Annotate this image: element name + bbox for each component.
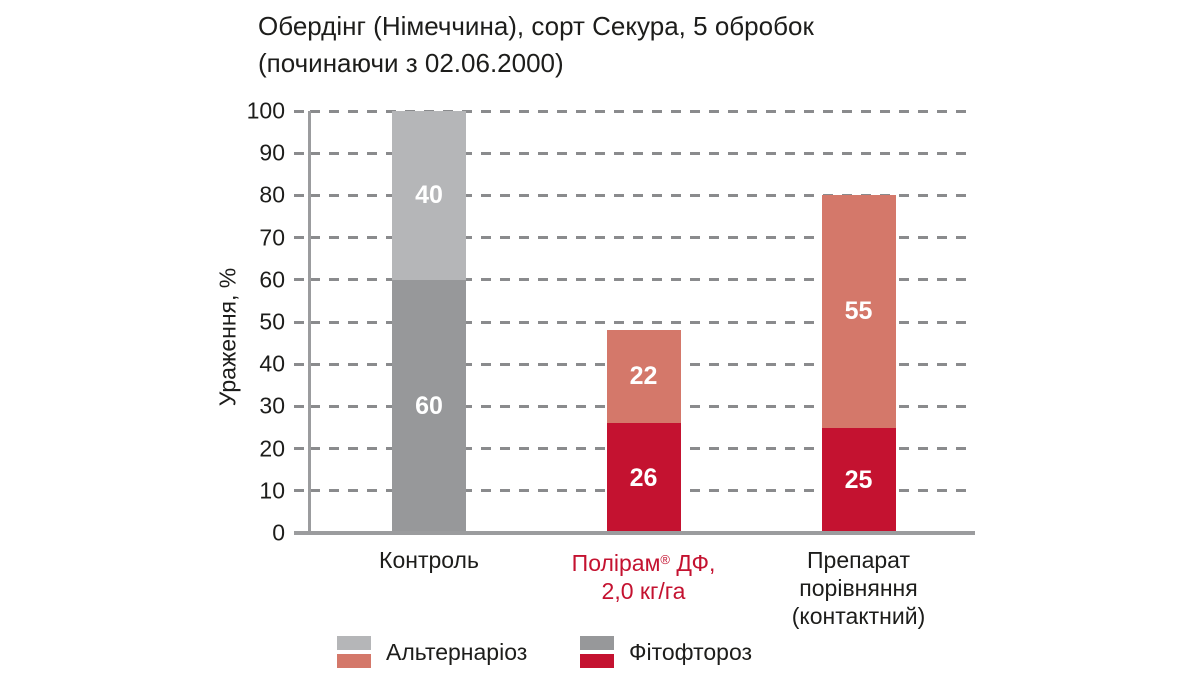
y-tick-label-20: 20: [259, 435, 285, 462]
legend-label: Фітофтороз: [629, 638, 753, 665]
y-tick-label-70: 70: [259, 224, 285, 251]
legend-item-альтернаріоз: Альтернаріоз: [337, 636, 527, 668]
gridline-100: [310, 109, 975, 113]
chart-title-line2: (починаючи з 02.06.2000): [258, 48, 564, 78]
x-axis-label-line: порівняння: [799, 575, 918, 601]
y-tick-label-0: 0: [272, 519, 285, 546]
gridline-70: [310, 236, 975, 240]
y-tick-40: [294, 362, 304, 366]
chart-title: Обердінг (Німеччина), сорт Секура, 5 обр…: [258, 8, 814, 82]
legend-item-фітофтороз: Фітофтороз: [580, 636, 752, 668]
y-axis-line: [308, 111, 311, 533]
gridline-60: [310, 278, 975, 282]
segment-value-label: 55: [844, 296, 873, 325]
registered-mark: ®: [660, 552, 670, 567]
x-axis-label-line: 2,0 кг/га: [601, 578, 686, 604]
bar-segment-alternaria: 55: [821, 195, 896, 428]
y-tick-label-100: 100: [246, 97, 285, 124]
y-tick-50: [294, 320, 304, 324]
segment-value-label: 25: [844, 465, 873, 494]
bar-segment-alternaria: 40: [392, 111, 466, 280]
bar-segment-alternaria: 22: [606, 330, 681, 424]
legend-swatch: [337, 654, 371, 668]
segment-value-label: 60: [415, 391, 443, 420]
bar-1: 60 40: [392, 111, 466, 533]
segment-value-label: 40: [415, 180, 443, 209]
bar-segment-phytophthora: 60: [392, 279, 466, 533]
y-tick-20: [294, 447, 304, 451]
y-tick-10: [294, 489, 304, 493]
legend-swatch: [337, 636, 371, 650]
y-tick-label-90: 90: [259, 139, 285, 166]
legend-swatch: [580, 636, 614, 650]
x-axis-label-2: Полірам® ДФ, 2,0 кг/га: [572, 546, 716, 605]
y-tick-label-60: 60: [259, 266, 285, 293]
legend-swatch: [580, 654, 614, 668]
legend-swatch-stack: [337, 636, 371, 668]
segment-value-label: 26: [629, 463, 658, 492]
y-tick-label-50: 50: [259, 308, 285, 335]
x-axis-label-line: Контроль: [379, 547, 479, 573]
gridline-50: [310, 320, 975, 324]
bar-segment-phytophthora: 25: [821, 427, 896, 533]
y-tick-label-40: 40: [259, 350, 285, 377]
y-tick-70: [294, 236, 304, 240]
gridline-90: [310, 151, 975, 155]
y-tick-90: [294, 151, 304, 155]
bar-segment-phytophthora: 26: [606, 423, 681, 533]
x-axis-label-3: Препарат порівняння (контактний): [792, 546, 925, 630]
x-axis-label-line: (контактний): [791, 603, 926, 629]
bar-2: 26 22: [606, 330, 681, 533]
x-axis-label-line: Препарат: [807, 547, 910, 573]
legend-swatch-stack: [580, 636, 614, 668]
y-tick-60: [294, 278, 304, 282]
chart-title-line1: Обердінг (Німеччина), сорт Секура, 5 обр…: [258, 11, 814, 41]
y-axis-title: Ураження, %: [214, 267, 241, 407]
y-tick-label-10: 10: [259, 477, 285, 504]
x-axis-label-1: Контроль: [379, 546, 479, 574]
bar-3: 25 55: [821, 195, 896, 533]
gridline-80: [310, 193, 975, 197]
y-tick-100: [294, 109, 304, 113]
y-tick-80: [294, 193, 304, 197]
y-tick-label-30: 30: [259, 392, 285, 419]
legend-label: Альтернаріоз: [386, 638, 528, 665]
x-axis-baseline: [294, 531, 975, 535]
segment-value-label: 22: [629, 362, 658, 391]
x-axis-label-line: Полірам® ДФ,: [571, 550, 716, 576]
plot-area: 0 10 20 30 40 50 60 70 80 90 100 60 40 Контроль 26 22 По…: [247, 98, 975, 629]
y-tick-label-80: 80: [259, 181, 285, 208]
y-tick-30: [294, 404, 304, 408]
